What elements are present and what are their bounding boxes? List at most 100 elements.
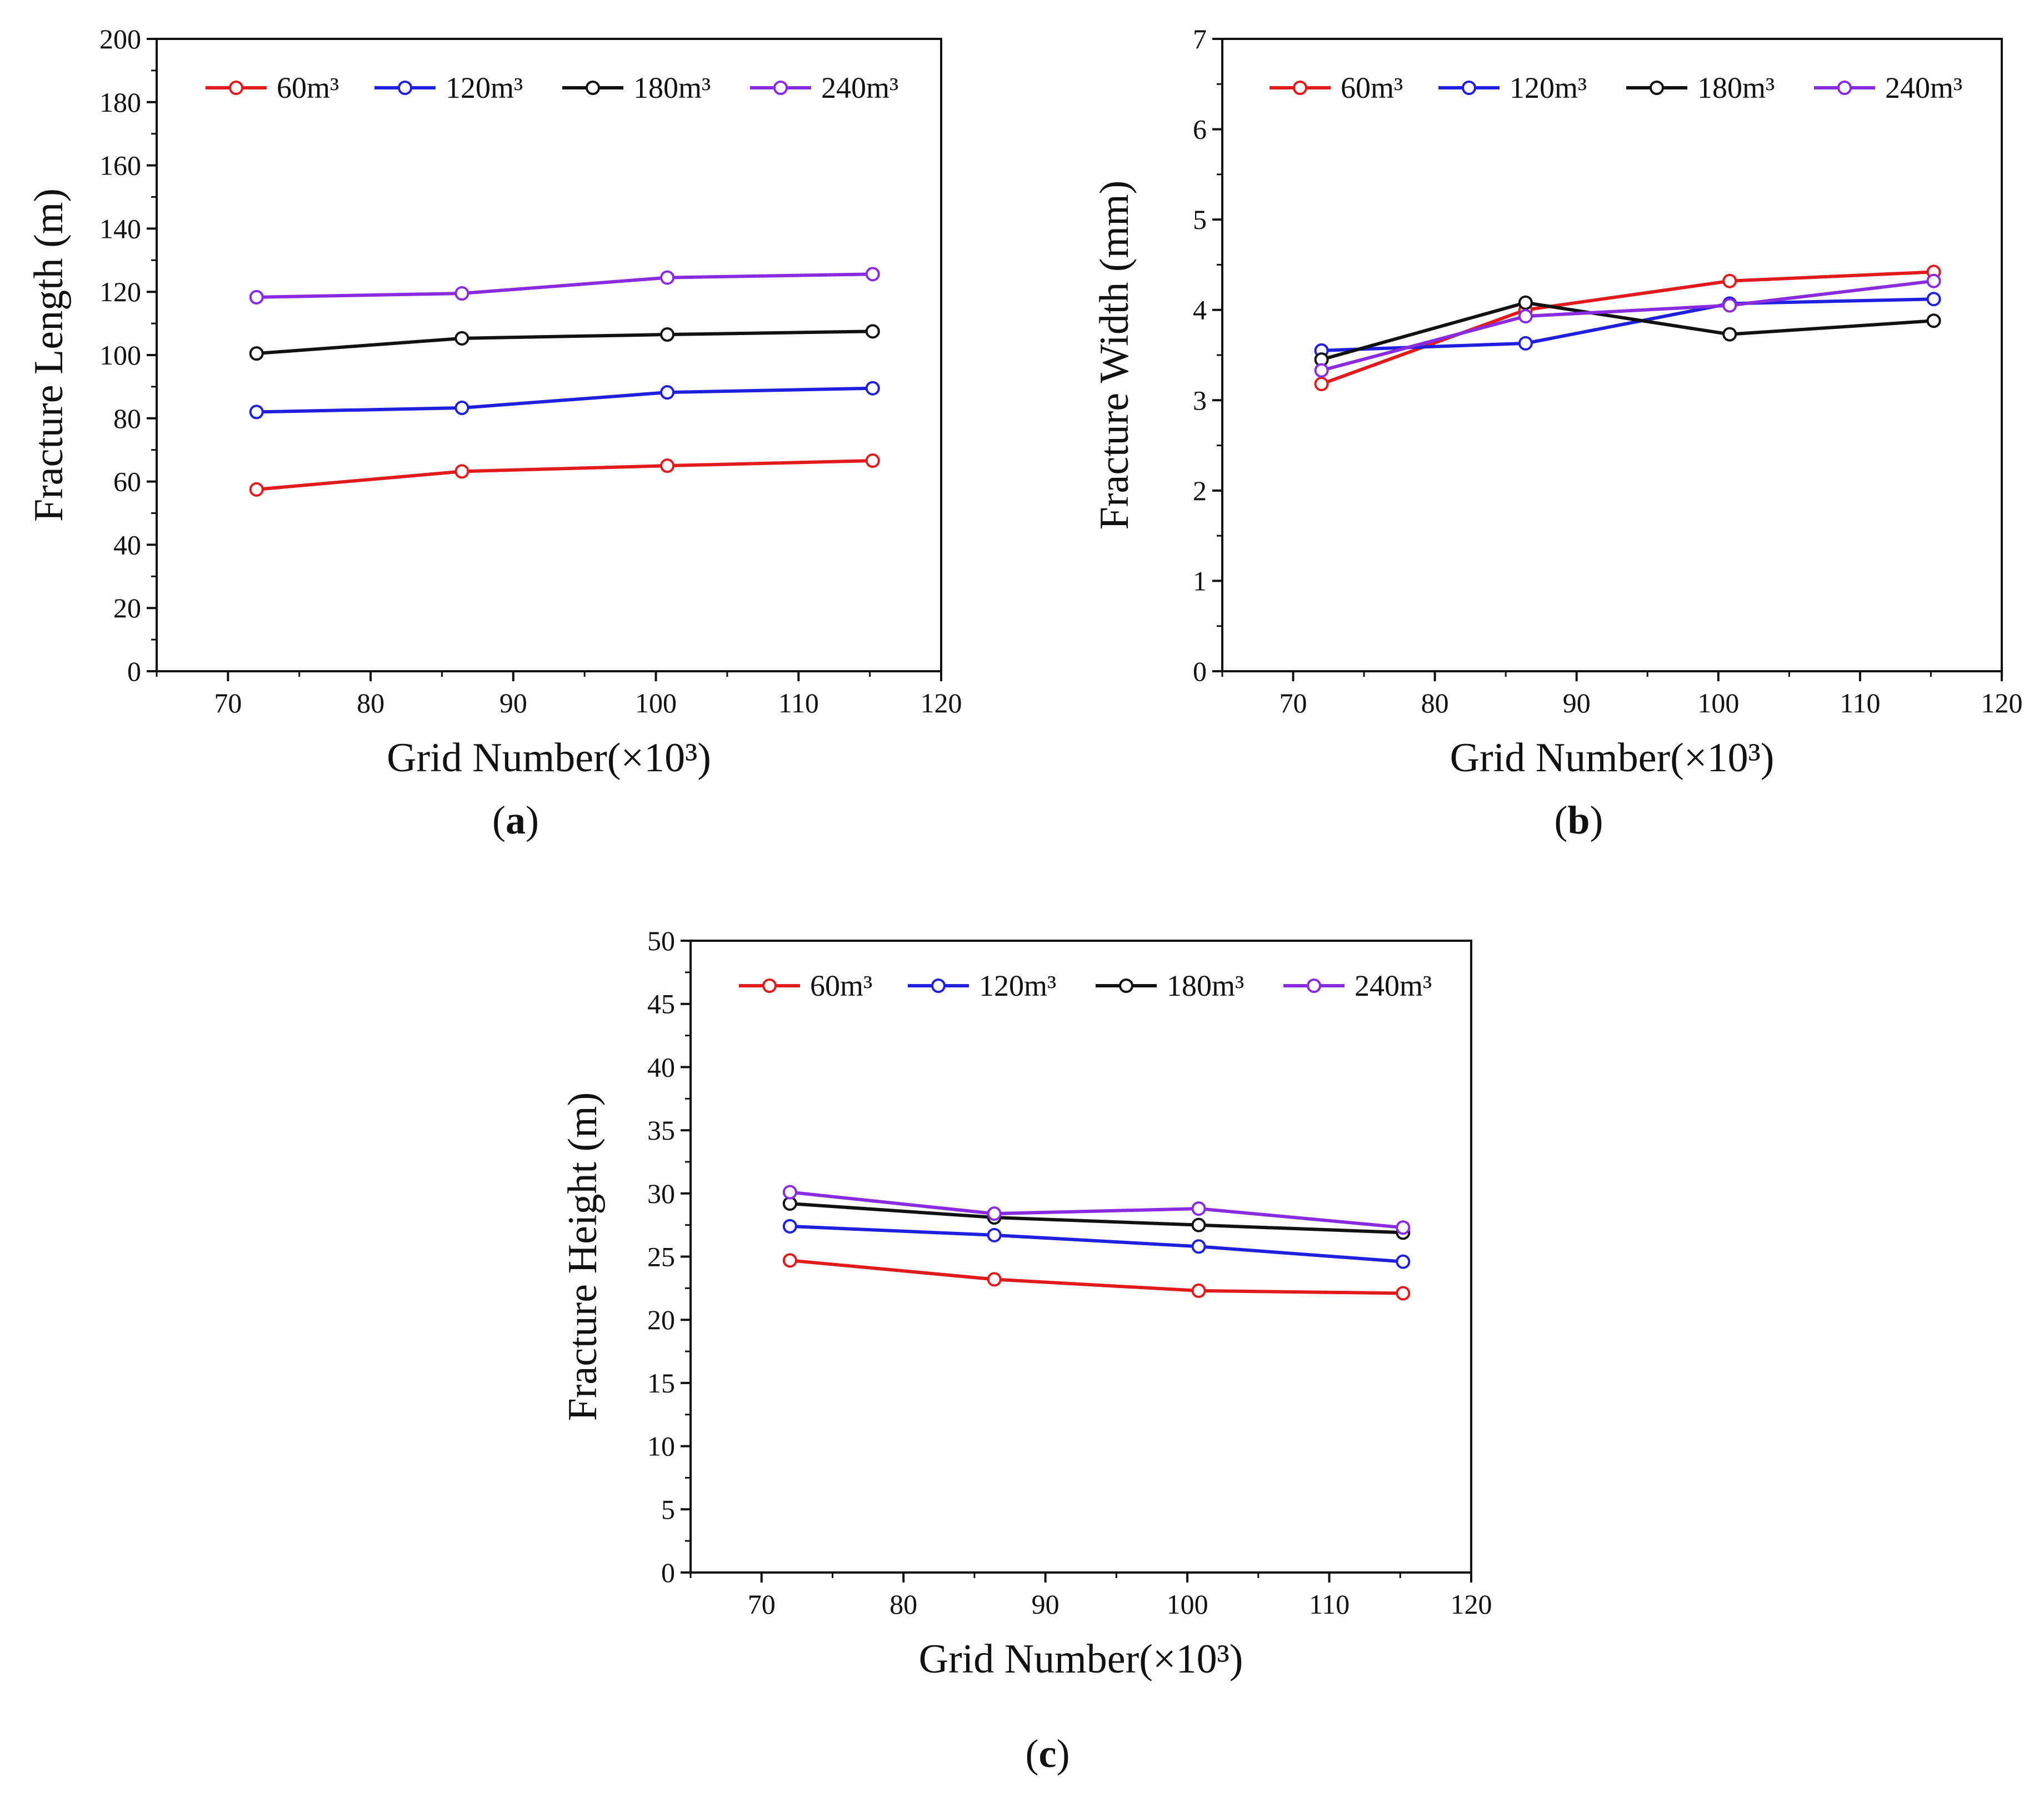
y-tick-label: 60: [113, 466, 141, 497]
data-point: [1518, 295, 1533, 310]
data-point: [865, 267, 880, 282]
legend-label: 60m³: [1341, 71, 1403, 104]
data-point: [1191, 1217, 1206, 1232]
y-tick-label: 0: [1193, 656, 1207, 687]
data-point: [660, 385, 675, 400]
data-point: [782, 1185, 797, 1200]
data-point: [660, 327, 675, 342]
y-tick-label: 120: [99, 276, 141, 307]
x-tick-label: 110: [778, 687, 819, 718]
y-tick-label: 30: [647, 1178, 675, 1209]
legend-label: 120m³: [979, 969, 1056, 1002]
x-tick-label: 120: [1981, 687, 2023, 718]
y-tick-label: 180: [99, 87, 141, 118]
legend-label: 60m³: [810, 969, 872, 1002]
x-tick-label: 70: [214, 687, 242, 718]
data-point: [249, 289, 264, 305]
legend-swatch-marker: [229, 81, 243, 95]
legend-label: 240m³: [1355, 969, 1432, 1002]
plot-frame: [156, 38, 942, 672]
y-tick-label: 45: [647, 989, 675, 1020]
series-line-2: [789, 1224, 1403, 1264]
data-point: [1191, 1201, 1206, 1216]
x-tick-label: 100: [1167, 1589, 1208, 1620]
data-point: [1926, 313, 1941, 328]
series-line-3: [256, 330, 873, 356]
series-line-4: [1321, 279, 1934, 372]
y-tick-label: 160: [99, 150, 141, 181]
data-point: [1314, 363, 1329, 378]
y-tick-label: 20: [113, 592, 141, 623]
legend-swatch-marker: [398, 81, 412, 95]
data-point: [249, 405, 264, 420]
y-tick-label: 40: [113, 529, 141, 560]
data-point: [1396, 1220, 1411, 1235]
series-line-1: [789, 1259, 1403, 1295]
legend-label: 240m³: [821, 71, 898, 104]
series-line-2: [1321, 297, 1934, 352]
legend-label: 240m³: [1885, 71, 1962, 104]
chart-panel-b: 70 80 90 100 110 120 0 1 2 3 4 5 6 7 Grid Number(×10³)…: [1092, 23, 2023, 842]
data-point: [782, 1219, 797, 1234]
y-tick-label: 0: [127, 656, 141, 687]
y-tick-label: 7: [1193, 23, 1207, 54]
x-tick-label: 110: [1309, 1589, 1350, 1620]
legend-swatch-marker: [762, 979, 777, 993]
legend-label: 180m³: [1167, 969, 1244, 1002]
data-point: [1191, 1283, 1206, 1298]
data-point: [987, 1206, 1002, 1221]
chart-panel-c: 70 80 90 100 110 120 0 5 10 15 20 25 30 35 40 45 50 Grid …: [560, 925, 1492, 1776]
legend-swatch-marker: [1307, 979, 1321, 993]
data-point: [1518, 309, 1533, 324]
y-tick-label: 35: [647, 1115, 675, 1146]
x-tick-label: 120: [921, 687, 962, 718]
panel-label: (c): [1026, 1731, 1070, 1776]
series-line-3: [1321, 301, 1934, 362]
legend-label: 180m³: [633, 71, 711, 104]
panel-label: (b): [1554, 798, 1603, 842]
y-tick-label: 6: [1193, 114, 1207, 145]
x-tick-label: 90: [1563, 687, 1591, 718]
data-point: [987, 1227, 1002, 1242]
x-tick-label: 80: [1421, 687, 1449, 718]
x-tick-label: 80: [357, 687, 384, 718]
panel-label: (a): [492, 798, 539, 842]
series-line-2: [256, 386, 873, 414]
legend: 60m³ 120m³ 180m³ 240m³: [1270, 71, 1962, 104]
data-point: [865, 453, 880, 468]
legend-swatch-marker: [1462, 81, 1476, 95]
chart-panel-a: 70 80 90 100 110 120 0 20 40 60 80 100 120 140 160 180 2…: [26, 23, 962, 842]
data-point: [454, 331, 469, 346]
x-tick-label: 70: [1280, 687, 1307, 718]
data-point: [1722, 273, 1737, 288]
x-axis-title: Grid Number(×10³): [1450, 735, 1775, 781]
legend-label: 180m³: [1697, 71, 1775, 104]
y-tick-label: 15: [647, 1367, 675, 1399]
series-line-4: [256, 272, 873, 299]
y-tick-label: 50: [647, 925, 675, 956]
data-point: [249, 346, 264, 361]
y-axis-title: Fracture Width (mm): [1092, 181, 1137, 530]
data-point: [865, 381, 880, 396]
y-tick-label: 3: [1193, 385, 1207, 416]
x-axis-title: Grid Number(×10³): [387, 735, 711, 781]
x-tick-label: 120: [1451, 1589, 1492, 1620]
series-line-4: [789, 1190, 1403, 1230]
y-tick-label: 100: [99, 340, 141, 371]
data-point: [660, 270, 675, 285]
data-point: [454, 286, 469, 301]
legend: 60m³ 120m³ 180m³ 240m³: [206, 71, 898, 104]
legend-label: 120m³: [446, 71, 523, 104]
x-axis-title: Grid Number(×10³): [919, 1636, 1243, 1682]
x-tick-label: 100: [1697, 687, 1739, 718]
y-axis-title: Fracture Height (m): [560, 1092, 606, 1421]
y-tick-label: 1: [1193, 565, 1207, 596]
y-tick-label: 20: [647, 1304, 675, 1335]
y-tick-label: 10: [647, 1431, 675, 1462]
series-line-3: [789, 1201, 1403, 1235]
x-tick-label: 90: [1032, 1589, 1060, 1620]
data-point: [1518, 336, 1533, 351]
legend-swatch-marker: [1650, 81, 1664, 95]
y-tick-label: 2: [1193, 475, 1207, 506]
data-point: [1314, 377, 1329, 392]
